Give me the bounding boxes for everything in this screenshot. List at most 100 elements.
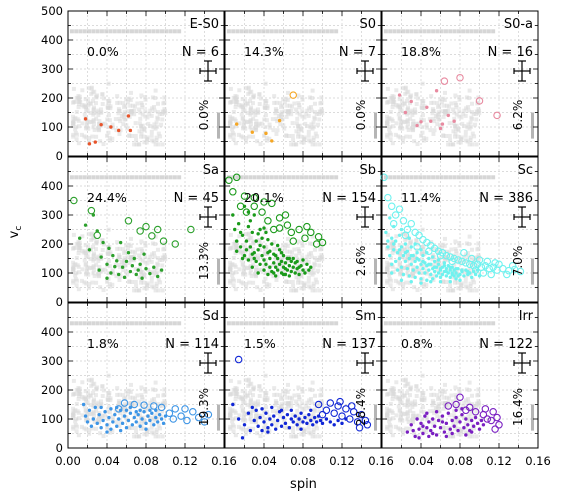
background-density-mark bbox=[420, 125, 425, 130]
background-density-mark bbox=[412, 285, 417, 290]
background-strip-mark bbox=[172, 29, 177, 34]
background-density-mark bbox=[74, 109, 79, 114]
background-density-mark bbox=[390, 251, 395, 256]
background-density-mark bbox=[145, 427, 150, 432]
background-density-mark bbox=[84, 271, 89, 276]
background-density-mark bbox=[435, 404, 440, 409]
background-density-mark bbox=[399, 254, 404, 259]
background-density-mark bbox=[465, 285, 470, 290]
background-density-mark bbox=[302, 281, 307, 286]
background-density-mark bbox=[305, 400, 310, 405]
data-point-filled bbox=[429, 119, 433, 123]
background-density-mark bbox=[122, 263, 127, 268]
background-strip-mark bbox=[226, 321, 231, 326]
background-density-mark bbox=[74, 255, 79, 260]
background-strip-mark bbox=[478, 175, 483, 180]
data-point-filled bbox=[397, 248, 402, 252]
data-point-filled bbox=[240, 233, 245, 237]
background-density-mark bbox=[87, 427, 92, 432]
background-density-mark bbox=[121, 247, 126, 252]
background-density-mark bbox=[477, 257, 482, 262]
background-density-mark bbox=[458, 286, 463, 291]
data-point-filled bbox=[411, 268, 415, 272]
background-strip-mark bbox=[316, 175, 321, 180]
background-density-mark bbox=[228, 411, 233, 416]
panel-s0-a: S0-a18.8% N = 166.2% bbox=[381, 10, 539, 157]
background-density-mark bbox=[138, 426, 143, 431]
background-density-mark bbox=[121, 101, 126, 106]
background-strip-mark bbox=[125, 175, 130, 180]
data-point-filled bbox=[105, 276, 109, 280]
background-density-mark bbox=[295, 134, 300, 139]
background-density-mark bbox=[319, 95, 324, 100]
background-density-mark bbox=[429, 392, 434, 397]
data-point-filled bbox=[470, 275, 474, 280]
background-strip-mark bbox=[159, 29, 164, 34]
background-strip-mark bbox=[231, 321, 236, 326]
data-point-filled bbox=[289, 408, 293, 412]
background-density-mark bbox=[394, 103, 399, 108]
background-density-mark bbox=[79, 132, 84, 137]
background-density-mark bbox=[124, 123, 129, 128]
background-density-mark bbox=[132, 400, 137, 405]
x-tick-label: 0.08 bbox=[290, 454, 316, 468]
background-density-mark bbox=[435, 393, 440, 398]
background-density-mark bbox=[457, 406, 462, 411]
data-point-filled bbox=[101, 418, 105, 423]
background-density-mark bbox=[121, 122, 126, 127]
background-density-mark bbox=[387, 391, 392, 396]
background-density-mark bbox=[245, 110, 250, 115]
background-density-mark bbox=[91, 107, 96, 112]
background-density-mark bbox=[275, 119, 280, 124]
background-density-mark bbox=[408, 408, 413, 413]
background-density-mark bbox=[275, 420, 280, 425]
background-strip-mark bbox=[396, 175, 401, 180]
background-density-mark bbox=[300, 241, 305, 246]
background-density-mark bbox=[387, 130, 392, 135]
panel-count-label: N = 137 bbox=[322, 337, 376, 352]
panel-percent-label: 18.8% bbox=[401, 44, 441, 59]
background-density-mark bbox=[414, 92, 419, 97]
background-strip-mark bbox=[461, 175, 466, 180]
background-density-mark bbox=[94, 240, 99, 245]
background-density-mark bbox=[240, 389, 245, 394]
background-density-mark bbox=[438, 123, 443, 128]
data-point-filled bbox=[283, 421, 288, 426]
background-density-mark bbox=[132, 142, 137, 147]
background-density-mark bbox=[289, 112, 294, 117]
background-density-mark bbox=[463, 421, 468, 426]
background-density-mark bbox=[384, 415, 389, 420]
data-point-filled bbox=[444, 274, 449, 278]
x-tick-label: 0.16 bbox=[368, 454, 394, 468]
background-density-mark bbox=[101, 434, 106, 439]
background-strip-mark bbox=[78, 321, 83, 326]
background-density-mark bbox=[233, 397, 238, 402]
background-density-mark bbox=[237, 103, 242, 108]
background-density-mark bbox=[251, 280, 256, 285]
background-strip-mark bbox=[87, 29, 92, 34]
background-strip-mark bbox=[286, 321, 291, 326]
background-density-mark bbox=[140, 105, 145, 110]
background-density-mark bbox=[278, 393, 283, 398]
background-density-mark bbox=[105, 251, 110, 256]
data-point-filled bbox=[438, 280, 443, 284]
data-point-open bbox=[495, 260, 503, 269]
data-point-filled bbox=[120, 265, 125, 269]
panel-type-label: Sm bbox=[355, 309, 376, 324]
background-density-mark bbox=[457, 389, 462, 394]
background-density-mark bbox=[317, 263, 322, 268]
background-density-mark bbox=[96, 112, 101, 117]
background-density-mark bbox=[402, 402, 407, 407]
background-density-mark bbox=[122, 402, 127, 407]
x-tick-label: 0.16 bbox=[211, 454, 237, 468]
background-density-mark bbox=[387, 127, 392, 132]
data-point-filled bbox=[99, 122, 103, 127]
side-fraction-bar bbox=[374, 112, 377, 139]
background-strip-mark bbox=[69, 175, 74, 180]
data-point-filled bbox=[436, 418, 441, 423]
background-density-mark bbox=[406, 419, 411, 424]
background-density-mark bbox=[387, 262, 392, 267]
background-density-mark bbox=[117, 400, 122, 405]
background-strip-mark bbox=[491, 175, 496, 180]
background-density-mark bbox=[387, 116, 392, 121]
